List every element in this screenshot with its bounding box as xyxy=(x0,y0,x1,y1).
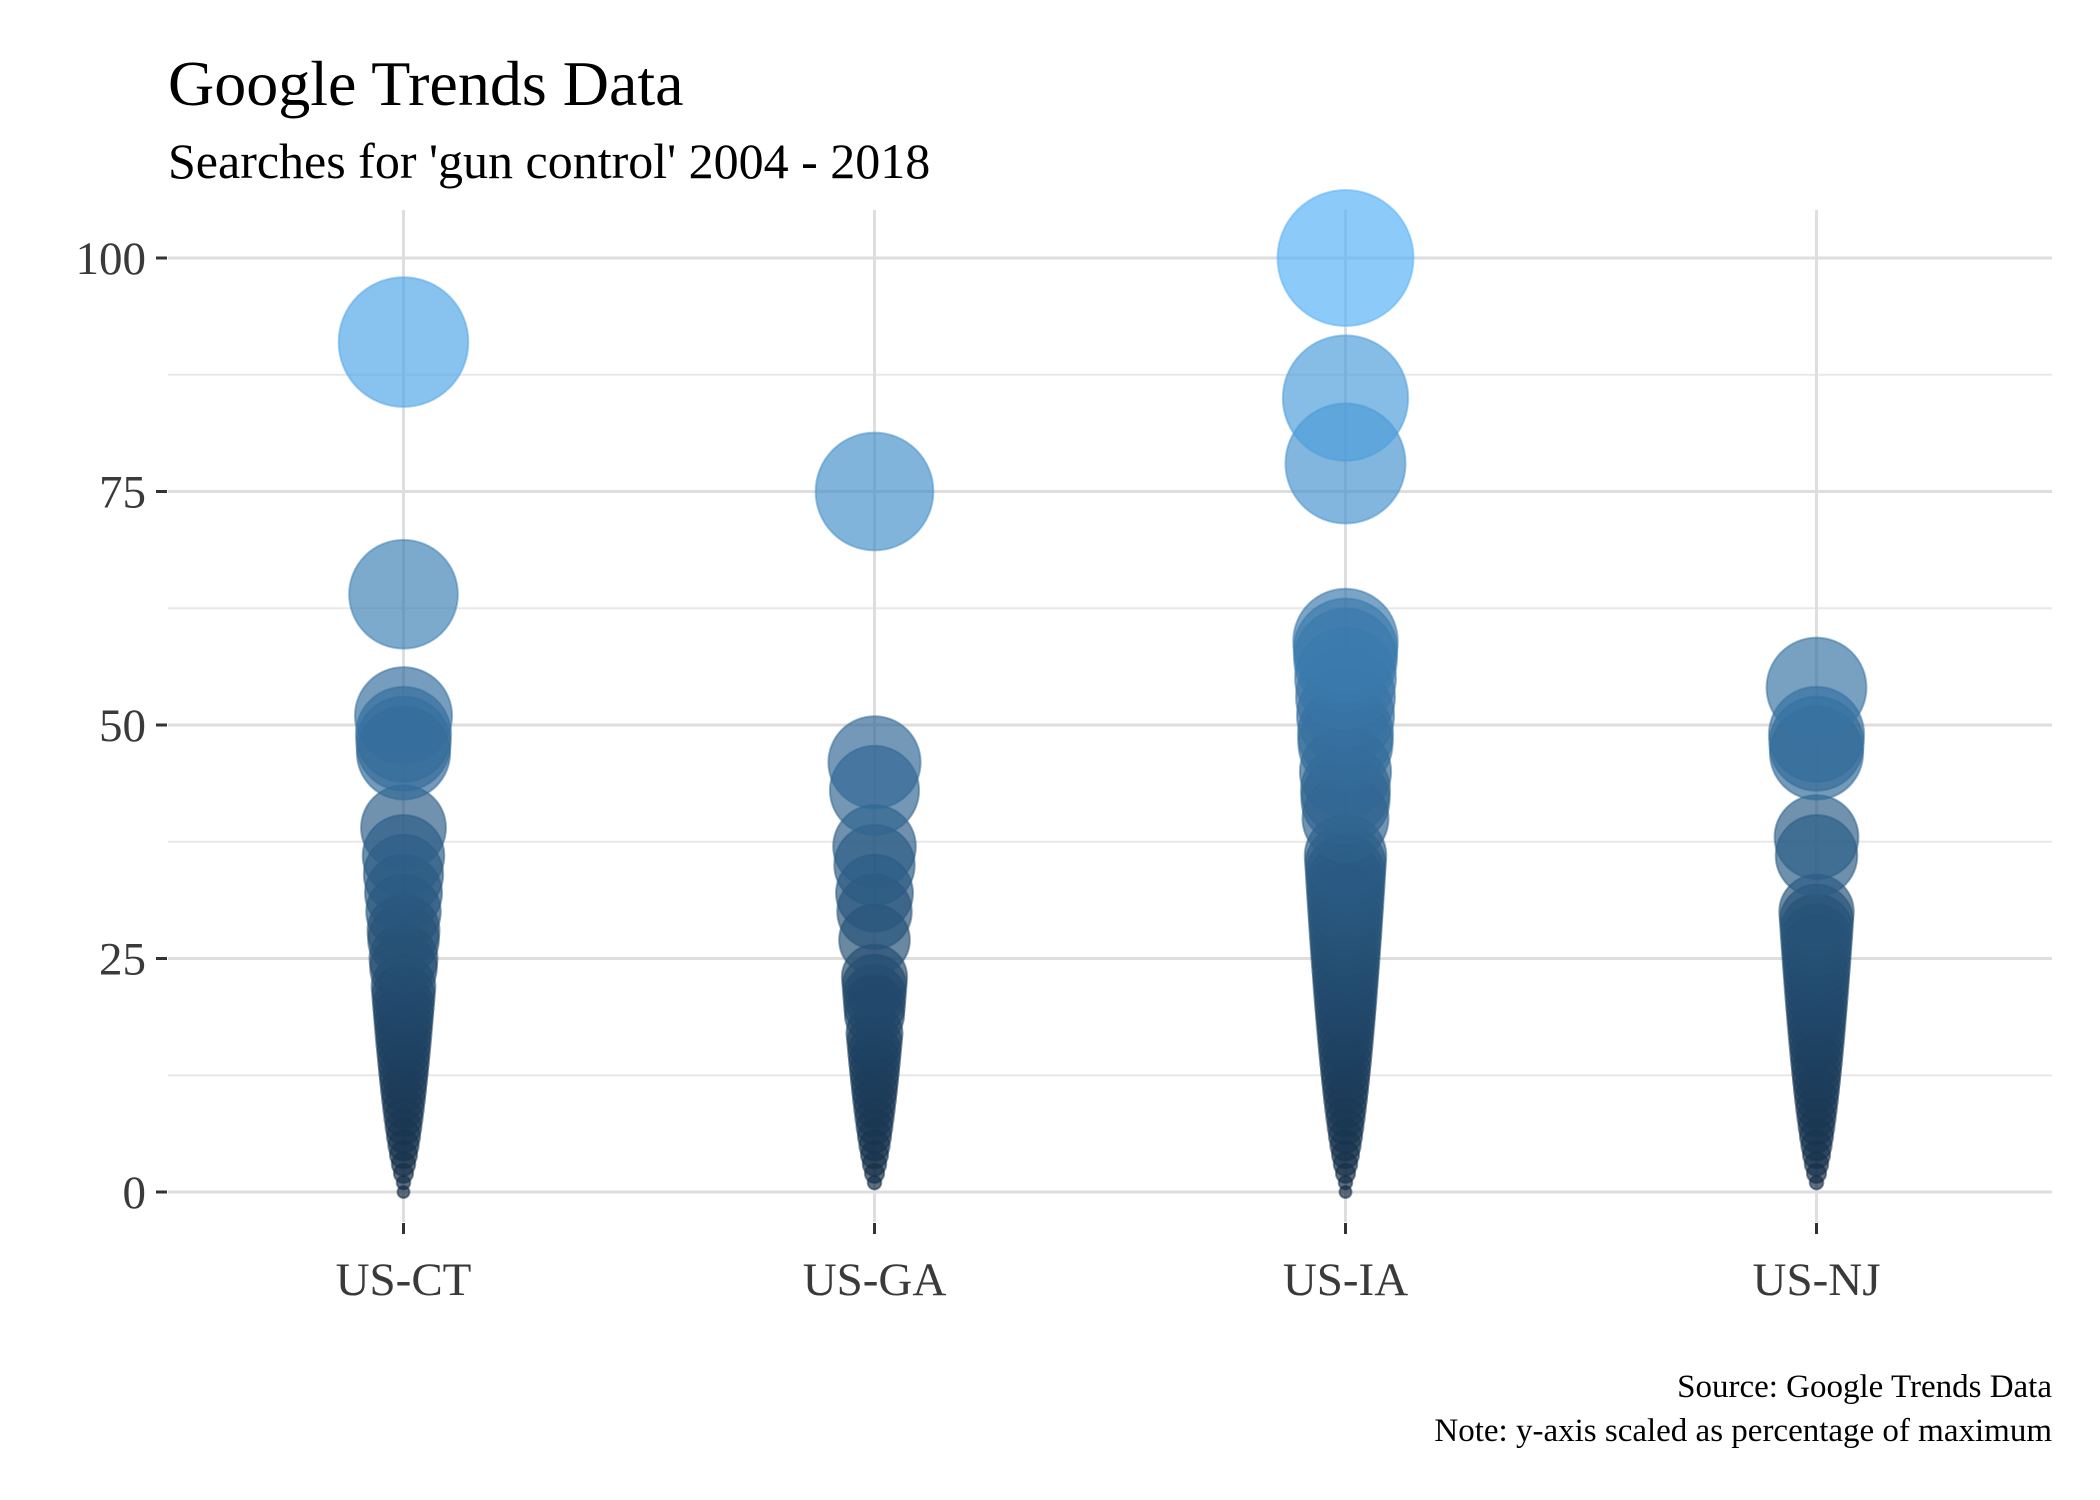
x-tick-label: US-GA xyxy=(803,1254,947,1306)
x-tick-label: US-CT xyxy=(336,1254,472,1306)
data-point-us-ct xyxy=(348,538,459,650)
chart-subtitle: Searches for 'gun control' 2004 - 2018 xyxy=(168,133,930,189)
data-point-us-nj xyxy=(1765,636,1868,739)
data-point-us-ia xyxy=(1281,334,1410,462)
data-point-us-ia xyxy=(1276,189,1415,327)
data-point-us-ct xyxy=(337,276,470,408)
y-tick-label: 0 xyxy=(123,1167,147,1219)
data-points xyxy=(337,189,1868,1199)
axes: 0 25 50 75 100 US-CT US-GA US-IA US-NJ xyxy=(76,233,1881,1306)
y-tick-label: 50 xyxy=(99,700,146,752)
caption-note: Note: y-axis scaled as percentage of max… xyxy=(1434,1413,2052,1449)
data-point-us-ia xyxy=(1292,587,1399,695)
y-tick-label: 25 xyxy=(99,934,146,986)
data-point-us-ga xyxy=(814,431,935,552)
data-point-us-ct xyxy=(353,666,454,766)
data-point-us-ga xyxy=(827,715,922,810)
y-tick-label: 100 xyxy=(76,233,147,285)
x-tick-label: US-IA xyxy=(1283,1254,1408,1306)
x-tick-label: US-NJ xyxy=(1753,1254,1881,1306)
chart-title: Google Trends Data xyxy=(168,48,684,119)
caption-source: Source: Google Trends Data xyxy=(1677,1369,2052,1405)
data-point-us-nj xyxy=(1773,794,1860,880)
y-tick-label: 75 xyxy=(99,467,146,519)
